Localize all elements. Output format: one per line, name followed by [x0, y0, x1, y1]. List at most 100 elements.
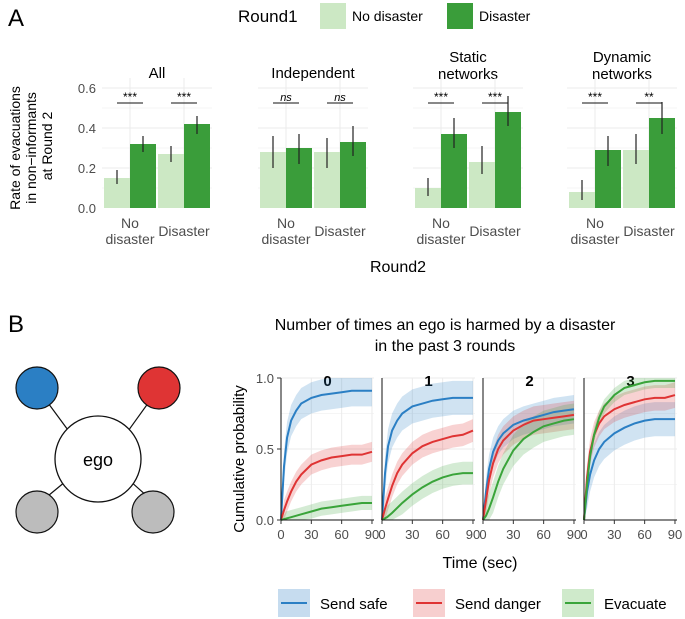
bar-disaster	[495, 112, 521, 208]
band-evacuate	[382, 461, 473, 520]
significance-label: ***	[123, 90, 137, 104]
line-x-tick-label: 90	[365, 527, 379, 542]
bar-x-tick-label: No disaster	[261, 215, 310, 247]
legend-b-label-evacuate: Evacuate	[604, 596, 667, 613]
bar-x-tick-label-line: disaster	[570, 231, 619, 247]
bar-x-tick-label: No disaster	[416, 215, 465, 247]
line-x-tick-label: 60	[536, 527, 550, 542]
bar-facet-title-line: All	[149, 65, 166, 82]
bar-x-tick-label-line: No	[432, 215, 450, 231]
bar-x-tick-label-line: No	[586, 215, 604, 231]
band-send-safe	[584, 402, 675, 520]
line-facet-0: 0 0 30 60 90 0.0 0.5 1.0	[256, 371, 379, 542]
significance-label: ns	[280, 92, 292, 104]
bar-x-tick-label-line: No	[121, 215, 139, 231]
line-x-tick-label: 0	[378, 527, 385, 542]
bar-y-tick-label: 0.4	[78, 121, 96, 136]
legend-b-label-send-danger: Send danger	[455, 596, 541, 613]
line-evacuate	[381, 472, 473, 521]
line-x-tick-label: 30	[506, 527, 520, 542]
band-send-danger	[382, 419, 473, 520]
bar-facet-0: All *** No disaster *** Disaster 0.0 0.2 0.4 0.6	[78, 65, 212, 247]
bar-x-tick-label-line: Disaster	[158, 223, 210, 239]
bar-disaster	[184, 124, 210, 208]
bar-facet-title-line: networks	[438, 66, 498, 83]
legend-a-title: Round1	[238, 7, 298, 26]
line-evacuate	[482, 418, 575, 521]
band-send-danger	[584, 382, 675, 520]
panel-a-y-label-line-1: Rate of evacuations	[7, 86, 23, 210]
line-evacuate	[280, 501, 372, 521]
line-send-danger	[381, 429, 474, 521]
line-evacuate	[583, 379, 675, 521]
line-send-safe	[280, 389, 372, 521]
node-blue	[15, 366, 59, 410]
line-x-tick-label: 90	[668, 527, 682, 542]
bar-y-tick-label: 0.0	[78, 201, 96, 216]
line-y-tick-label: 0.5	[256, 442, 274, 457]
significance-label: ***	[434, 90, 448, 104]
panel-a-label: A	[8, 5, 24, 32]
line-facet-title: 0	[323, 373, 331, 390]
bar-x-tick-label-line: disaster	[261, 231, 310, 247]
line-send-safe	[381, 396, 473, 521]
bar-facet-title: Dynamic networks	[592, 49, 652, 83]
line-x-tick-label: 0	[580, 527, 587, 542]
line-x-tick-label: 30	[607, 527, 621, 542]
bar-x-tick-label: Disaster	[623, 223, 675, 239]
ego-network-diagram: ego	[15, 366, 181, 534]
bar-no-disaster	[415, 188, 441, 208]
bar-facet-2: Static networks *** No disaster *** Disaster	[413, 49, 523, 247]
bar-facet-3: Dynamic networks *** No disaster ** Disaster	[567, 49, 677, 247]
legend-a-swatch-disaster	[447, 3, 473, 29]
panel-b-title-line-2: in the past 3 rounds	[375, 338, 516, 355]
panel-b-y-label: Cumulative probability	[231, 385, 248, 533]
bar-x-tick-label: Disaster	[158, 223, 210, 239]
panel-b-title-line-1: Number of times an ego is harmed by a di…	[275, 317, 616, 334]
bar-x-tick-label: No disaster	[105, 215, 154, 247]
node-ego	[54, 415, 142, 503]
bar-no-disaster	[158, 154, 184, 208]
panel-b-label: B	[8, 311, 24, 338]
bar-facet-title: All	[149, 65, 166, 82]
line-x-tick-label: 60	[334, 527, 348, 542]
band-send-safe	[382, 380, 473, 520]
band-send-safe	[281, 378, 372, 520]
bar-facet-title-line: Dynamic	[593, 49, 652, 66]
significance-label: **	[644, 90, 654, 104]
bar-facet-1: Independent ns No disaster ns Disaster	[258, 65, 368, 247]
line-facet-1: 1 0 30 60 90	[378, 373, 480, 542]
band-send-safe	[483, 395, 574, 520]
panel-a-x-label: Round2	[370, 259, 426, 276]
legend-a-swatch-no-disaster	[320, 3, 346, 29]
line-facet-2: 2 0 30 60 90	[479, 373, 581, 542]
node-grey-right	[131, 490, 175, 534]
line-send-safe	[482, 408, 575, 521]
bar-facet-title: Static networks	[438, 49, 498, 83]
bar-x-tick-label: Disaster	[314, 223, 366, 239]
line-x-tick-label: 30	[405, 527, 419, 542]
panel-a-y-label-line-3: at Round 2	[39, 112, 55, 181]
significance-label: ***	[488, 90, 502, 104]
bar-x-tick-label: Disaster	[469, 223, 521, 239]
line-send-danger	[482, 413, 575, 521]
bar-facet-title-line: networks	[592, 66, 652, 83]
line-x-tick-label: 90	[567, 527, 581, 542]
line-facet-3: 30 30 60 90	[580, 373, 682, 542]
bar-chart-facets: All***No disaster***Disaster0.00.20.40.6I…	[78, 49, 677, 247]
bar-y-tick-label: 0.2	[78, 161, 96, 176]
band-evacuate	[483, 403, 574, 520]
bar-x-tick-label-line: No	[277, 215, 295, 231]
legend-a-label-no-disaster: No disaster	[352, 8, 423, 24]
line-facet-title: 1	[424, 373, 432, 390]
panel-a-y-label: Rate of evacuations in non−informants at…	[7, 82, 55, 210]
line-x-tick-label: 60	[637, 527, 651, 542]
line-y-tick-label: 0.0	[256, 513, 274, 528]
bar-x-tick-label-line: Disaster	[623, 223, 675, 239]
line-send-danger	[280, 450, 373, 521]
bar-x-tick-label-line: Disaster	[314, 223, 366, 239]
line-facet-title: 3	[626, 373, 634, 390]
